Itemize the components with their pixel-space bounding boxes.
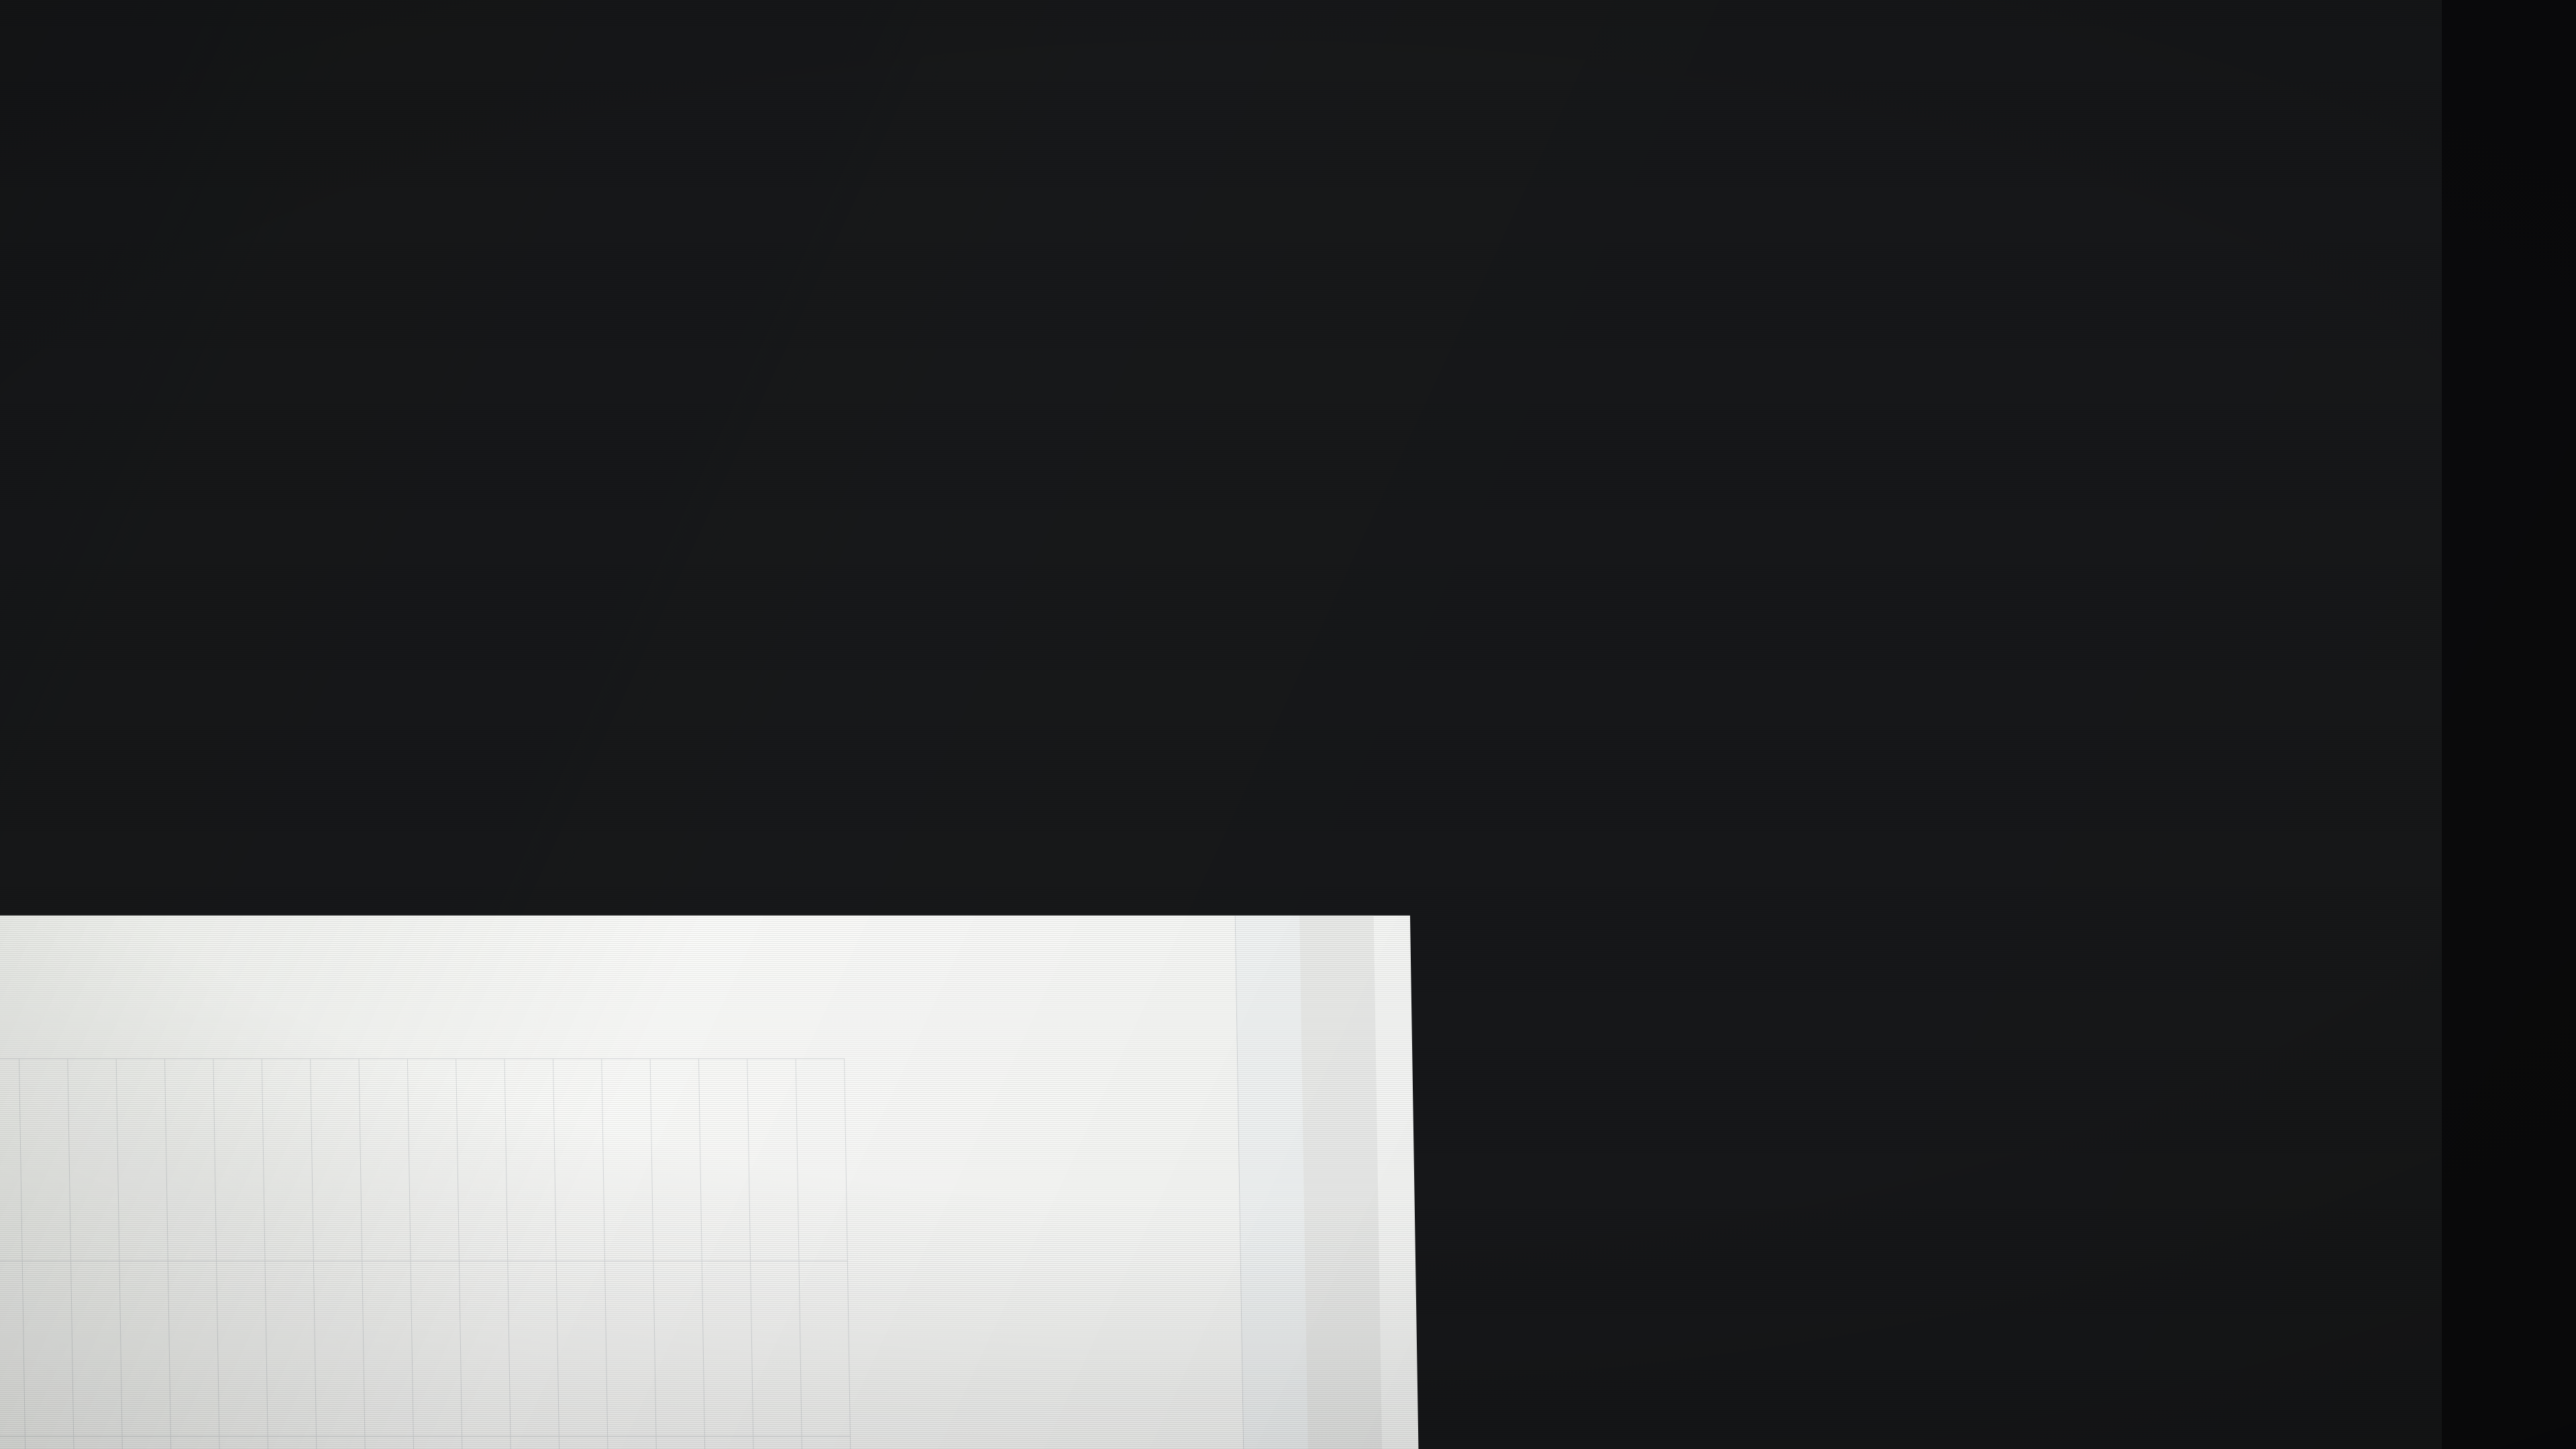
cell-F21[interactable] [265,1260,317,1436]
cell-E31[interactable] [753,1436,806,1449]
cell-E19[interactable] [170,1436,223,1449]
cell-G28[interactable] [602,1058,654,1261]
cell-G27[interactable] [553,1058,606,1261]
cell-F20[interactable] [217,1260,268,1436]
cell-F15[interactable] [0,1260,25,1436]
cell-G29[interactable] [650,1058,702,1261]
cell-E30[interactable] [704,1436,757,1449]
cell-F22[interactable] [313,1260,366,1436]
cell-G16[interactable] [19,1058,72,1261]
cell-G30[interactable] [699,1058,751,1261]
cell-G31[interactable] [747,1058,800,1261]
cell-F32[interactable] [799,1260,851,1436]
cell-E20[interactable] [219,1436,272,1449]
screen-rotated-wrapper: Feuille de calcul sans titre Fichier Édi… [0,915,1433,1449]
cell-G24[interactable] [407,1058,460,1261]
cell-E29[interactable] [656,1436,709,1449]
cell-F17[interactable] [71,1260,123,1436]
cell-E25[interactable] [462,1436,515,1449]
cell-G18[interactable] [116,1058,168,1261]
cell-E26[interactable] [511,1436,563,1449]
cell-G20[interactable] [213,1058,266,1261]
cell-F29[interactable] [653,1260,705,1436]
windows-taskbar: ☁ 6°C Éclaircies [1299,915,1397,1449]
cell-G26[interactable] [504,1058,557,1261]
cell-E18[interactable] [122,1436,175,1449]
cell-G17[interactable] [68,1058,120,1261]
cell-G32[interactable] [796,1058,848,1261]
cell-F31[interactable] [751,1260,802,1436]
google-sheets-window: Feuille de calcul sans titre Fichier Édi… [0,915,1433,1449]
cell-G22[interactable] [311,1058,363,1261]
cell-F27[interactable] [556,1260,608,1436]
cell-F19[interactable] [168,1260,220,1436]
cell-F16[interactable] [22,1260,74,1436]
spreadsheet-grid: ABCDEFG 11987910219889103198991041990101… [0,915,1258,1449]
cell-G23[interactable] [359,1058,411,1261]
cell-F18[interactable] [119,1260,171,1436]
cell-G19[interactable] [165,1058,217,1261]
cell-E16[interactable] [25,1436,78,1449]
cell-E23[interactable] [365,1436,417,1449]
cell-F25[interactable] [459,1260,511,1436]
cell-E22[interactable] [316,1436,369,1449]
cell-F30[interactable] [702,1260,754,1436]
cell-E17[interactable] [74,1436,126,1449]
cell-F26[interactable] [508,1260,559,1436]
cell-G25[interactable] [456,1058,508,1261]
cell-G21[interactable] [262,1058,314,1261]
cell-F28[interactable] [605,1260,657,1436]
cell-E15[interactable] [0,1436,30,1449]
grid-rows: 1198791021988910319899104199010115199110… [0,916,865,1449]
cell-F23[interactable] [362,1260,414,1436]
cell-E21[interactable] [268,1436,321,1449]
cell-E28[interactable] [608,1436,660,1449]
cell-E24[interactable] [413,1436,466,1449]
cell-G15[interactable] [0,1058,23,1261]
cell-F24[interactable] [411,1260,463,1436]
table-row: 3220181313 [794,916,865,1449]
cell-E27[interactable] [559,1436,612,1449]
cell-E32[interactable] [802,1436,855,1449]
